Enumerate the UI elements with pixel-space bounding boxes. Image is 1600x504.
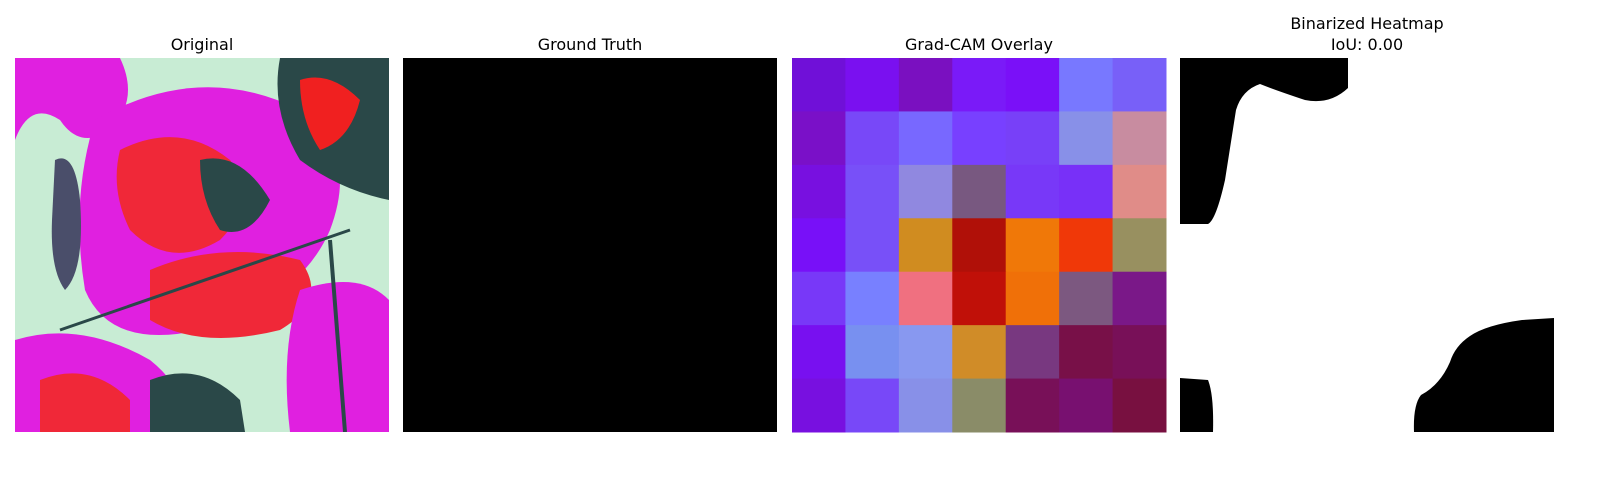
- gradcam-cell: [1059, 325, 1114, 380]
- binarized-image: [1180, 58, 1554, 432]
- gradcam-cell: [1005, 378, 1060, 433]
- gradcam-cell: [1112, 111, 1167, 166]
- gradcam-cell: [952, 218, 1007, 273]
- gradcam-cell: [952, 164, 1007, 219]
- gradcam-cell: [1005, 271, 1060, 326]
- gradcam-cell: [1059, 271, 1114, 326]
- gradcam-cell: [898, 58, 953, 112]
- gradcam-cell: [1059, 164, 1114, 219]
- panel-title: Original: [171, 35, 234, 54]
- gradcam-cell: [792, 271, 846, 326]
- gradcam-cell: [1059, 218, 1114, 273]
- gradcam-cell: [792, 218, 846, 273]
- gradcam-cell: [792, 378, 846, 433]
- gradcam-cell: [952, 58, 1007, 112]
- gradcam-cell: [1005, 218, 1060, 273]
- panel-title: Binarized Heatmap: [1290, 14, 1443, 33]
- gradcam-cell: [1005, 164, 1060, 219]
- gradcam-cell: [1059, 111, 1114, 166]
- original-image: [15, 58, 389, 432]
- panel-subtitle: IoU: 0.00: [1331, 35, 1403, 54]
- gradcam-cell: [1112, 58, 1167, 112]
- gradcam-cell: [952, 111, 1007, 166]
- gradcam-cell: [898, 271, 953, 326]
- gradcam-cell: [1112, 271, 1167, 326]
- gradcam-cell: [898, 164, 953, 219]
- gradcam-cell: [845, 58, 900, 112]
- gradcam-cell: [845, 271, 900, 326]
- gradcam-cell: [792, 111, 846, 166]
- gradcam-cell: [845, 164, 900, 219]
- gradcam-cell: [845, 378, 900, 433]
- gradcam-cell: [1059, 378, 1114, 433]
- gradcam-cell: [845, 325, 900, 380]
- gradcam-cell: [952, 378, 1007, 433]
- gradcam-cell: [1112, 218, 1167, 273]
- gradcam-cell: [845, 218, 900, 273]
- gradcam-cell: [1112, 164, 1167, 219]
- gradcam-cell: [952, 271, 1007, 326]
- panel-title: Ground Truth: [538, 35, 643, 54]
- gradcam-cell: [898, 111, 953, 166]
- gradcam-cell: [792, 58, 846, 112]
- gradcam-cell: [1005, 58, 1060, 112]
- gradcam-cell: [1112, 325, 1167, 380]
- gradcam-cell: [1112, 378, 1167, 433]
- gradcam-cell: [952, 325, 1007, 380]
- gradcam-cell: [792, 325, 846, 380]
- gradcam-cell: [1005, 111, 1060, 166]
- ground-truth-image: [403, 58, 777, 432]
- gradcam-cell: [898, 325, 953, 380]
- gradcam-cell: [1059, 58, 1114, 112]
- panel-title: Grad-CAM Overlay: [905, 35, 1053, 54]
- gradcam-cell: [1005, 325, 1060, 380]
- gradcam-cell: [845, 111, 900, 166]
- gradcam-cell: [792, 164, 846, 219]
- gradcam-grid: [792, 58, 1167, 433]
- gradcam-cell: [898, 218, 953, 273]
- gradcam-cell: [898, 378, 953, 433]
